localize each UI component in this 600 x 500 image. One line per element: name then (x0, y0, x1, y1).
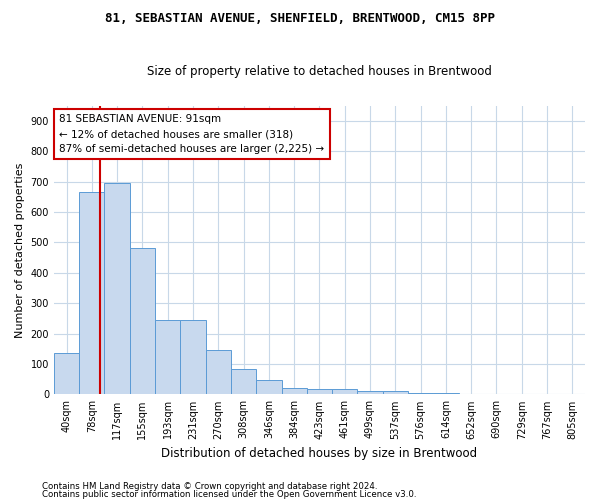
Bar (104, 183, 130, 394)
Bar (358, 392, 383, 394)
Bar (206, 350, 231, 395)
Bar (130, 248, 155, 394)
Title: Size of property relative to detached houses in Brentwood: Size of property relative to detached ho… (147, 65, 492, 78)
Bar (54, 354, 79, 395)
Bar (408, 393, 433, 394)
Bar (332, 390, 358, 394)
Text: 81 SEBASTIAN AVENUE: 91sqm
← 12% of detached houses are smaller (318)
87% of sem: 81 SEBASTIAN AVENUE: 91sqm ← 12% of deta… (59, 114, 325, 154)
Bar (281, 388, 307, 394)
Bar (256, 380, 281, 394)
Text: Contains HM Land Registry data © Crown copyright and database right 2024.: Contains HM Land Registry data © Crown c… (42, 482, 377, 491)
Bar (307, 390, 332, 394)
X-axis label: Distribution of detached houses by size in Brentwood: Distribution of detached houses by size … (161, 447, 478, 460)
Bar (181, 320, 206, 394)
Bar (383, 392, 408, 394)
Bar (231, 369, 256, 394)
Bar (433, 393, 458, 394)
Y-axis label: Number of detached properties: Number of detached properties (15, 162, 25, 338)
Bar (155, 320, 181, 394)
Text: Contains public sector information licensed under the Open Government Licence v3: Contains public sector information licen… (42, 490, 416, 499)
Bar (79, 192, 104, 394)
Text: 81, SEBASTIAN AVENUE, SHENFIELD, BRENTWOOD, CM15 8PP: 81, SEBASTIAN AVENUE, SHENFIELD, BRENTWO… (105, 12, 495, 26)
